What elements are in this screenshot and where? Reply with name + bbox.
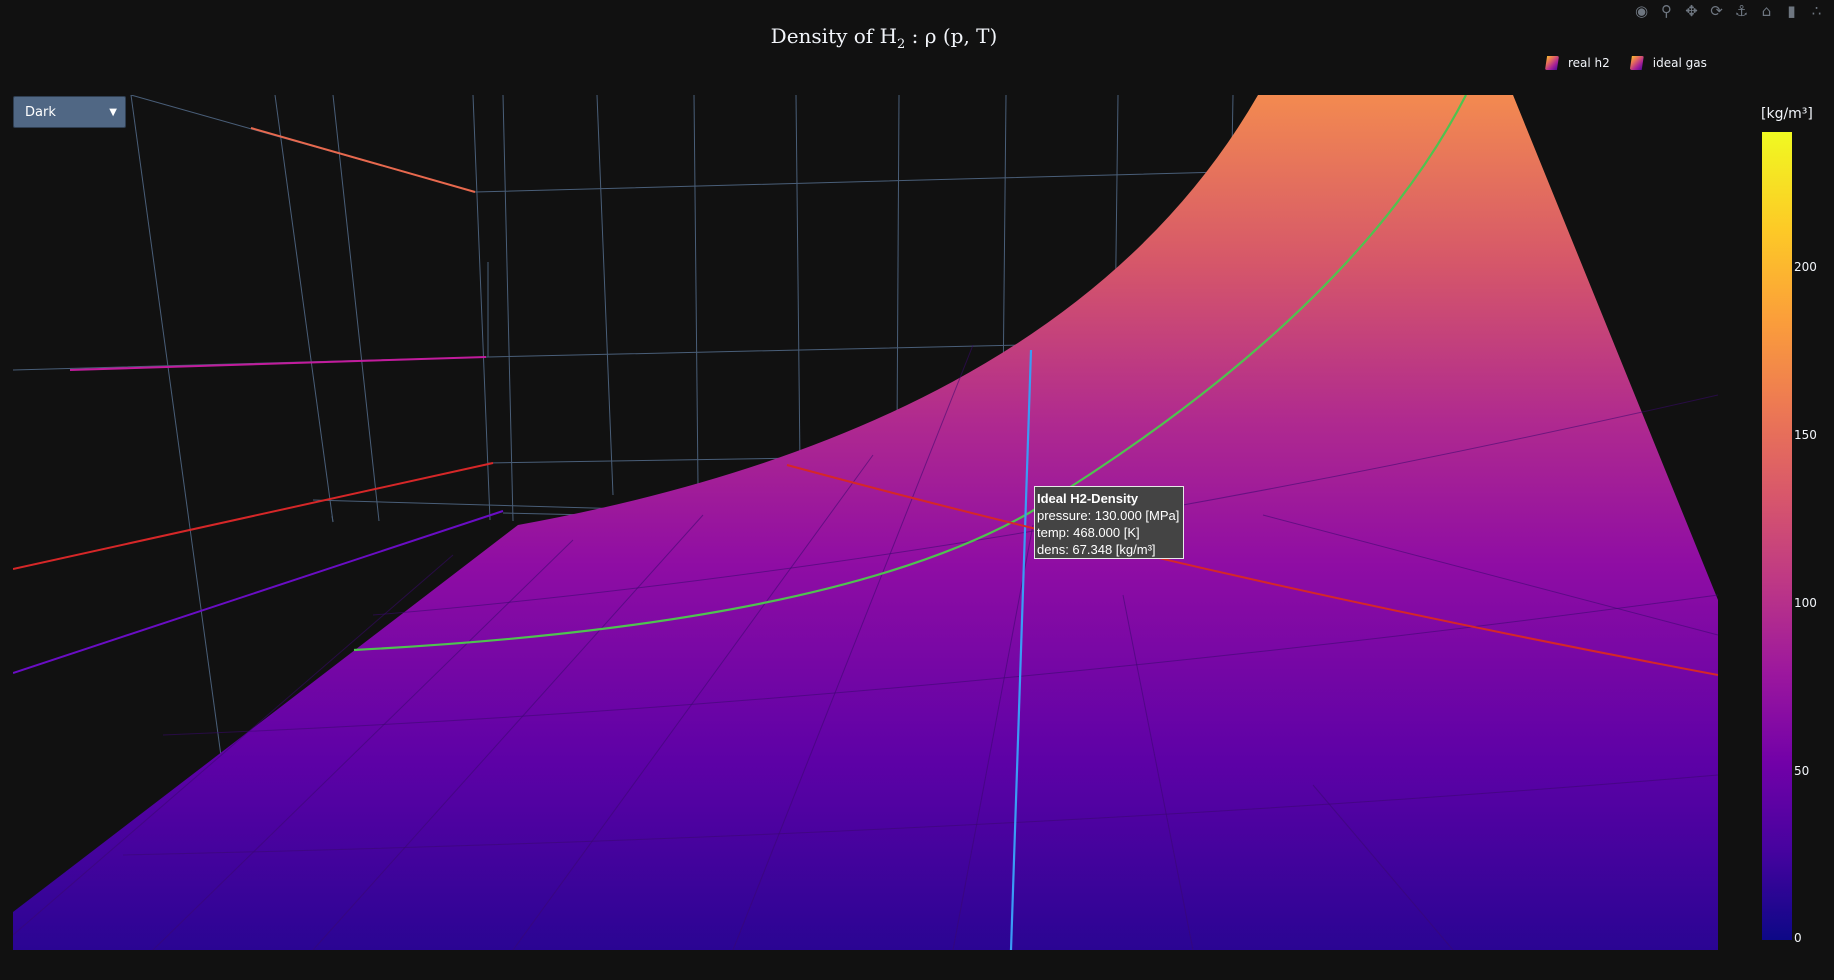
zoom-icon[interactable]: ⚲: [1661, 2, 1672, 20]
spike-line-red: [786, 464, 1718, 676]
hover-dens: dens: 67.348 [kg/m³]: [1037, 542, 1156, 557]
colorbar: [1762, 132, 1792, 940]
legend-item-ideal-gas[interactable]: ideal gas: [1629, 56, 1707, 70]
legend-swatch-icon: [1629, 56, 1644, 70]
legend: real h2 ideal gas: [1545, 56, 1707, 70]
save-view-icon[interactable]: ▮: [1787, 2, 1796, 20]
chart-title: Density of H2 : ρ (p, T): [770, 24, 998, 52]
axis-line-salmon: [250, 127, 476, 193]
legend-swatch-icon: [1545, 56, 1559, 70]
colorbar-tick: 50: [1794, 764, 1810, 778]
colorbar-title: [kg/m³]: [1761, 106, 1813, 122]
hover-pressure: pressure: 130.000 [MPa]: [1037, 508, 1180, 523]
axis-line-red: [13, 462, 494, 570]
colorbar-tick: 200: [1794, 260, 1817, 274]
pan-icon[interactable]: ✥: [1685, 2, 1698, 20]
chevron-down-icon: ▼: [109, 106, 117, 118]
camera-icon[interactable]: ◉: [1634, 2, 1649, 20]
reset-camera-icon[interactable]: ⌂: [1761, 2, 1772, 20]
dropdown-selected: Dark: [25, 104, 56, 120]
plotly-logo-icon[interactable]: ∴: [1811, 2, 1822, 20]
theme-dropdown[interactable]: Dark ▼: [13, 96, 126, 128]
legend-item-real-h2[interactable]: real h2: [1545, 56, 1610, 70]
hover-temp: temp: 468.000 [K]: [1037, 525, 1140, 540]
hover-label: Ideal H2-Density pressure: 130.000 [MPa]…: [1034, 486, 1184, 559]
axis-line-magenta: [69, 356, 487, 371]
modebar: ◉ ⚲ ✥ ⟳ ⚓ ⌂ ▮ ∴: [1632, 2, 1826, 21]
axis-line-purple: [13, 510, 504, 674]
surface-real-h2: [13, 95, 1718, 950]
legend-label: ideal gas: [1652, 56, 1707, 70]
hover-title: Ideal H2-Density: [1037, 491, 1139, 506]
colorbar-tick: 0: [1794, 931, 1802, 945]
surface-contours: [13, 344, 1718, 950]
colorbar-tick: 100: [1794, 596, 1817, 610]
colorbar-tick: 150: [1794, 428, 1817, 442]
legend-label: real h2: [1568, 56, 1610, 70]
surface-plot-scene[interactable]: [13, 95, 1718, 950]
turntable-icon[interactable]: ⚓: [1734, 2, 1749, 20]
hover-contour-green: [353, 95, 1467, 652]
spike-line-blue: [1009, 349, 1033, 950]
orbit-icon[interactable]: ⟳: [1710, 2, 1723, 20]
